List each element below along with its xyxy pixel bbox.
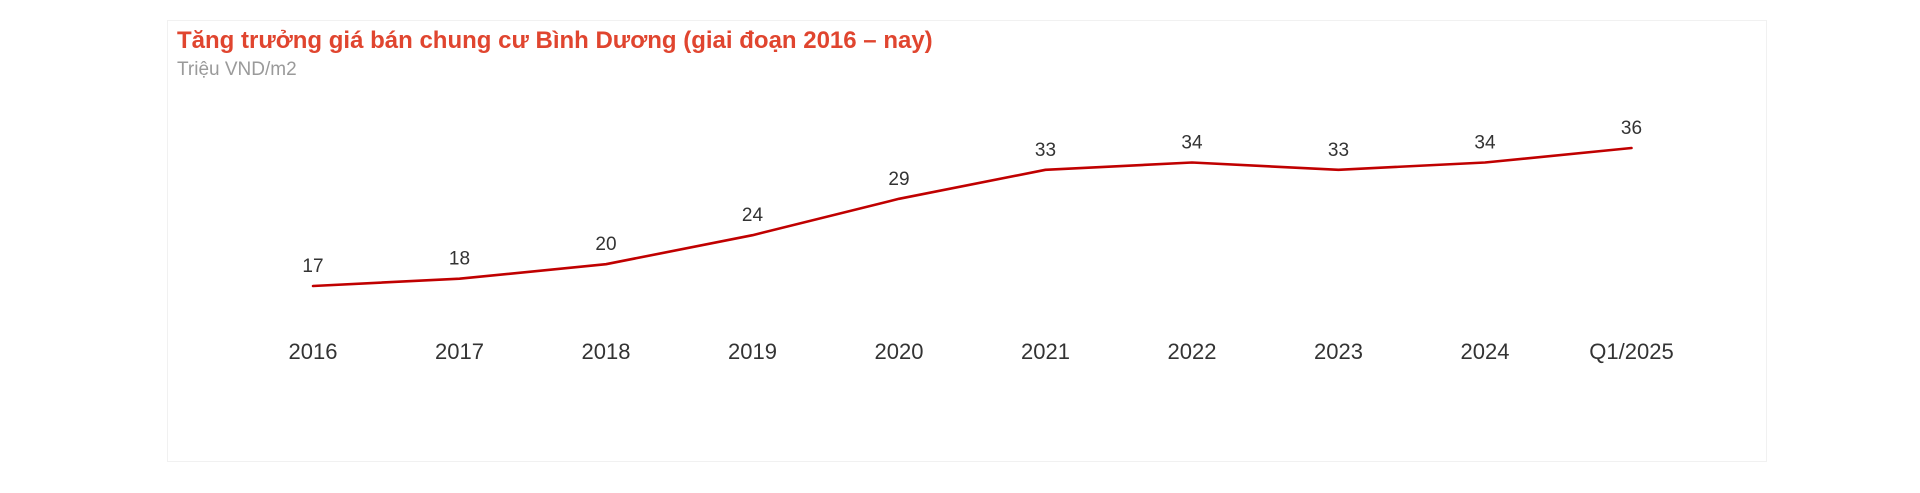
x-tick-label: 2024 [1461, 339, 1510, 364]
chart-title: Tăng trưởng giá bán chung cư Bình Dương … [177, 27, 933, 54]
data-label: 29 [888, 169, 909, 190]
x-tick-label: 2018 [582, 339, 631, 364]
data-label: 24 [742, 205, 764, 226]
x-tick-label: 2021 [1021, 339, 1070, 364]
x-tick-label: 2017 [435, 339, 484, 364]
x-tick-label: Q1/2025 [1589, 339, 1673, 364]
x-tick-label: 2020 [875, 339, 924, 364]
x-axis-ticks: 2016 2017 2018 2019 2020 2021 2022 2023 2024 Q1/2… [289, 339, 1674, 364]
data-label: 18 [449, 249, 470, 270]
data-label: 20 [595, 234, 616, 255]
data-label: 17 [302, 256, 323, 277]
x-tick-label: 2019 [728, 339, 777, 364]
x-tick-label: 2022 [1168, 339, 1217, 364]
data-label: 34 [1474, 133, 1496, 154]
chart-card: Tăng trưởng giá bán chung cư Bình Dương … [167, 20, 1767, 462]
data-label: 36 [1621, 118, 1642, 139]
chart-subtitle: Triệu VND/m2 [177, 59, 297, 80]
series-layer [311, 146, 1633, 288]
x-tick-label: 2016 [289, 339, 338, 364]
data-labels-layer: 17 18 20 24 29 33 34 33 34 36 [302, 118, 1642, 277]
x-tick-label: 2023 [1314, 339, 1363, 364]
data-label: 34 [1181, 133, 1203, 154]
data-label: 33 [1328, 140, 1349, 161]
series-line [311, 146, 1633, 288]
data-label: 33 [1035, 140, 1056, 161]
